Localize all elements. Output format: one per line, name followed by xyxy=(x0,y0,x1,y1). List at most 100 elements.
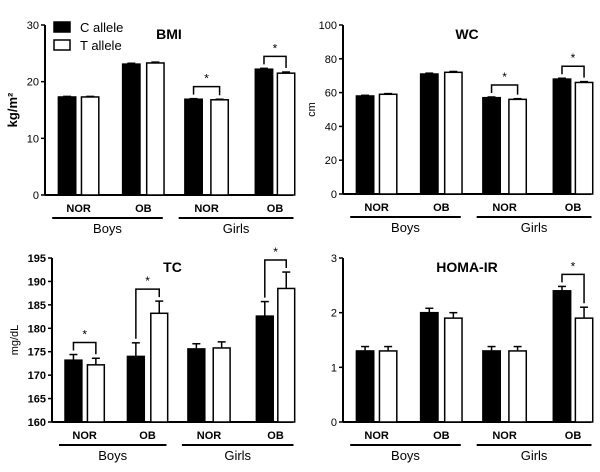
panel-tc: 160 165 170 175 180 185 190 195 TC mg/dL NOR OB NOR O… xyxy=(9,245,296,463)
bar-c-allele xyxy=(552,78,572,195)
significance-bracket xyxy=(264,259,288,298)
bar-t-allele xyxy=(80,96,100,196)
y-tick-label: 100 xyxy=(319,20,337,32)
x-tick-label: OB xyxy=(433,430,450,442)
legend-swatch xyxy=(53,39,71,51)
bar-t-allele xyxy=(150,312,169,423)
bar-c-allele xyxy=(355,350,375,423)
y-tick-label: 20 xyxy=(27,77,39,89)
group-label: Boys xyxy=(391,220,420,235)
x-tick-label: NOR xyxy=(364,430,389,442)
y-tick-label: 80 xyxy=(325,54,337,66)
panel-bmi: 0 10 20 30 BMI kg/m² NOR OB NOR OB Boys Girls * * C al… xyxy=(5,20,296,236)
y-tick-label: 0 xyxy=(33,190,39,202)
group-label: Girls xyxy=(521,220,548,235)
significance-mark: * xyxy=(82,328,87,342)
bar-c-allele xyxy=(57,96,77,196)
y-tick-label: 1 xyxy=(331,362,337,374)
x-tick-label: NOR xyxy=(492,430,517,442)
bar-t-allele xyxy=(574,81,594,195)
y-axis-label: kg/m² xyxy=(5,92,20,127)
y-tick-label: 175 xyxy=(28,347,46,359)
bar-t-allele xyxy=(443,71,463,195)
bar-c-allele xyxy=(482,350,501,423)
y-tick-label: 165 xyxy=(28,394,46,406)
y-axis-label: cm xyxy=(306,102,318,117)
x-tick-label: OB xyxy=(267,430,284,442)
panel-wc: 0 20 40 60 80 100 WC cm NOR OB NOR OB Boys Girls * * xyxy=(306,20,594,235)
x-tick-label: NOR xyxy=(66,203,91,215)
bar-c-allele xyxy=(121,63,141,196)
y-tick-label: 40 xyxy=(325,121,337,133)
group-label: Boys xyxy=(93,221,122,236)
bar-c-allele xyxy=(254,68,274,196)
significance-mark: * xyxy=(571,259,576,273)
x-tick-label: NOR xyxy=(492,202,517,214)
group-label: Girls xyxy=(223,221,250,236)
bar-c-allele xyxy=(482,96,501,195)
bar-c-allele xyxy=(419,311,439,423)
legend-item: C allele xyxy=(53,20,123,35)
chart-title: BMI xyxy=(156,26,182,42)
y-tick-label: 2 xyxy=(331,308,337,320)
bar-t-allele xyxy=(86,364,106,423)
y-tick-label: 0 xyxy=(331,189,337,201)
legend-label: T allele xyxy=(80,38,122,53)
panel-homa-ir: 0 1 2 3 HOMA-IR NOR OB NOR OB Boys Girls * xyxy=(331,253,594,463)
y-tick-label: 195 xyxy=(28,253,46,265)
y-tick-label: 185 xyxy=(28,300,46,312)
bar-c-allele xyxy=(187,348,206,423)
x-tick-label: OB xyxy=(433,202,450,214)
bar-c-allele xyxy=(419,73,439,195)
significance-mark: * xyxy=(273,245,278,259)
bar-c-allele xyxy=(64,359,83,423)
y-tick-label: 180 xyxy=(28,323,46,335)
bar-t-allele xyxy=(508,350,528,423)
bar-t-allele xyxy=(443,317,463,423)
x-tick-label: NOR xyxy=(194,203,219,215)
significance-mark: * xyxy=(273,41,278,55)
x-tick-label: OB xyxy=(267,203,284,215)
x-tick-label: NOR xyxy=(197,430,222,442)
significance-mark: * xyxy=(145,274,150,288)
y-tick-label: 170 xyxy=(28,370,46,382)
x-tick-label: OB xyxy=(565,430,582,442)
significance-bracket xyxy=(135,288,160,339)
bar-c-allele xyxy=(126,355,146,423)
bar-t-allele xyxy=(378,93,398,195)
legend-swatch xyxy=(53,21,71,33)
significance-bracket xyxy=(263,55,287,69)
x-tick-label: NOR xyxy=(364,202,389,214)
bar-t-allele xyxy=(276,72,296,196)
y-tick-label: 10 xyxy=(27,133,39,145)
bar-t-allele xyxy=(212,347,231,423)
significance-mark: * xyxy=(571,51,576,65)
significance-bracket xyxy=(561,65,585,78)
group-label: Boys xyxy=(391,448,420,463)
y-tick-label: 190 xyxy=(28,276,46,288)
chart-title: TC xyxy=(163,259,182,275)
y-tick-label: 3 xyxy=(331,253,337,265)
significance-mark: * xyxy=(502,70,507,84)
y-tick-label: 20 xyxy=(325,155,337,167)
legend-label: C allele xyxy=(80,20,123,35)
x-tick-label: NOR xyxy=(72,430,97,442)
y-axis-label: mg/dL xyxy=(9,325,21,356)
x-tick-label: OB xyxy=(565,202,582,214)
chart-title: WC xyxy=(455,26,478,42)
bar-t-allele xyxy=(574,317,594,423)
significance-mark: * xyxy=(204,72,209,86)
bar-t-allele xyxy=(210,99,230,196)
significance-bracket xyxy=(561,273,585,304)
chart-title: HOMA-IR xyxy=(436,259,497,275)
group-label: Girls xyxy=(224,448,251,463)
bar-t-allele xyxy=(277,287,296,423)
y-tick-label: 60 xyxy=(325,88,337,100)
bar-c-allele xyxy=(255,315,274,423)
significance-bracket xyxy=(192,85,221,96)
significance-bracket xyxy=(72,341,97,355)
y-tick-label: 160 xyxy=(28,417,46,429)
bar-t-allele xyxy=(378,350,398,423)
legend-item: T allele xyxy=(53,38,122,53)
